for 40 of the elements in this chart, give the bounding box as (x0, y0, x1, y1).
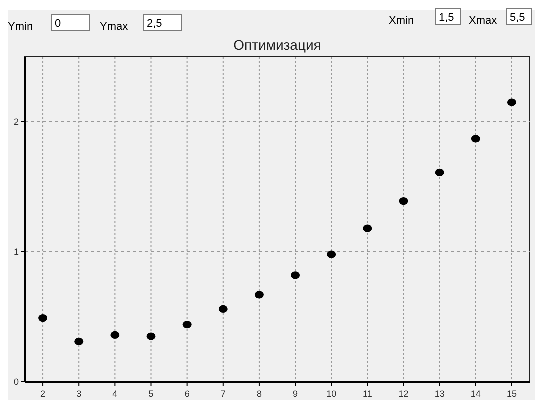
x-tick-label: 12 (398, 389, 409, 399)
text: Xmin (389, 15, 414, 27)
text: Ymin (8, 21, 34, 33)
point (146, 332, 156, 340)
x-tick-label: 9 (293, 389, 298, 399)
text-field: 2,5 (144, 14, 182, 32)
x-tick-label: 2 (40, 389, 46, 399)
point (507, 98, 516, 106)
point (218, 305, 228, 313)
text-field: 0 (52, 14, 90, 32)
point (327, 250, 336, 258)
x-tick-label: 10 (326, 389, 337, 399)
x-tick-label: 5 (148, 389, 154, 399)
point (110, 331, 120, 339)
point (399, 198, 408, 206)
x-tick-label: 11 (363, 389, 372, 399)
y-tick-label: 2 (14, 117, 19, 127)
x-tick-label: 15 (506, 389, 517, 399)
point (291, 272, 300, 280)
point (435, 168, 444, 176)
x-tick-label: 13 (434, 389, 445, 399)
y-tick-label: 1 (14, 247, 19, 257)
x-tick-label: 3 (76, 389, 82, 399)
point (254, 291, 264, 299)
point (363, 224, 372, 232)
point (471, 135, 480, 143)
y-tick-label: 0 (14, 377, 19, 387)
x-tick-label: 6 (184, 389, 190, 399)
x-tick-label: 7 (220, 389, 226, 399)
x-tick-label: 14 (470, 389, 481, 399)
x-tick-label: 8 (256, 389, 262, 399)
text: Xmax (469, 15, 498, 27)
point (182, 321, 192, 329)
chart-title: Оптимизация (234, 37, 322, 53)
text-field: 1,5 (436, 8, 462, 26)
point (74, 338, 84, 346)
text-field: 5,5 (506, 8, 532, 26)
text: Ymax (100, 21, 129, 33)
point (38, 314, 48, 322)
x-tick-label: 4 (112, 389, 118, 399)
